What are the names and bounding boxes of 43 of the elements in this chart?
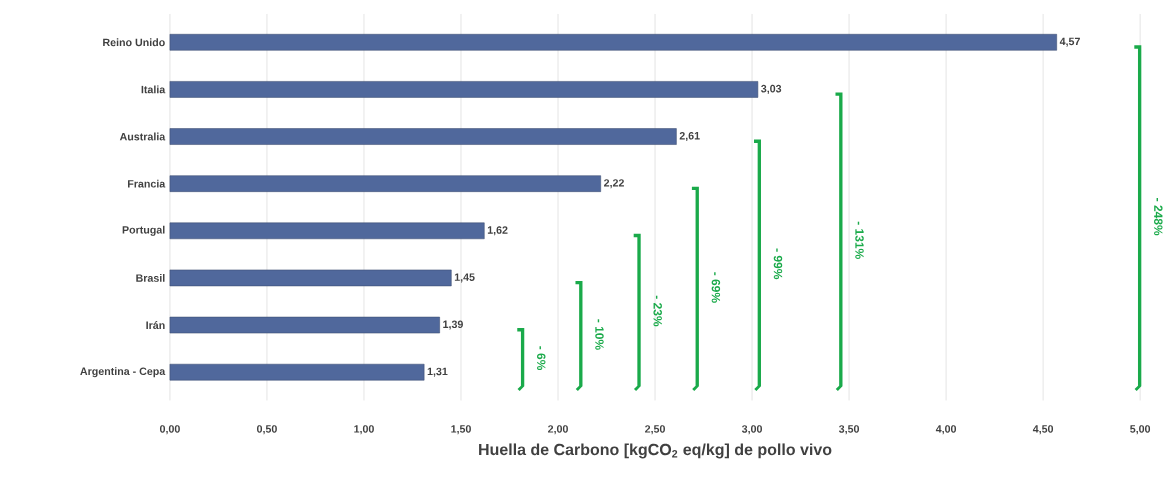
data-label: 1,62 — [487, 226, 508, 236]
y-tick-label: Australia — [119, 132, 166, 141]
data-label: 3,03 — [761, 84, 782, 95]
bar — [169, 34, 1057, 51]
text: - 248% — [1154, 198, 1163, 236]
y-tick-label: Brasil — [136, 274, 165, 282]
x-tick-label: 0,00 — [159, 425, 180, 435]
y-tick-label: Argentina - Cepa — [80, 367, 166, 378]
data-label: 1,45 — [454, 273, 475, 283]
bar — [169, 364, 425, 381]
y-tick-label: Portugal — [122, 225, 165, 236]
bar — [169, 222, 485, 240]
y-tick-label: Italia — [141, 85, 166, 94]
x-tick-label: 2,00 — [548, 425, 568, 435]
x-tick-label: 3,50 — [838, 425, 860, 435]
x-tick-label: 3,00 — [741, 425, 762, 435]
bar — [169, 81, 759, 98]
data-label: 2,22 — [604, 179, 624, 189]
x-axis-title: Huella de Carbono [kgCO$_{2}$ eq/kg] de pollo vivo — [479, 443, 832, 459]
annotation: - 131% — [855, 221, 864, 259]
bar — [169, 269, 452, 287]
data-label: 2,61 — [679, 132, 700, 142]
x-tick-label: 1,50 — [451, 425, 471, 435]
bar — [169, 175, 601, 193]
x-tick-label: 2,50 — [645, 425, 665, 435]
annotation: - 99% — [773, 248, 783, 280]
x-tick-label: 0,50 — [257, 425, 277, 435]
x-tick-label: 4,50 — [1032, 425, 1054, 435]
annotation: - 6% — [537, 346, 546, 371]
data-label: 1,31 — [427, 367, 448, 377]
bar — [169, 128, 677, 145]
annotation: - 10% — [595, 319, 604, 350]
y-tick-label: Irán — [146, 321, 165, 330]
annotation: - 23% — [653, 295, 662, 327]
x-tick-label: 5,00 — [1130, 425, 1151, 435]
data-label: 4,57 — [1059, 37, 1080, 47]
bar — [169, 316, 440, 334]
x-tick-label: 1,00 — [354, 425, 374, 435]
y-tick-label: Francia — [128, 179, 166, 188]
y-tick-label: Reino Unido — [103, 38, 165, 47]
data-label: 1,39 — [443, 320, 463, 330]
x-tick-label: 4,00 — [935, 425, 957, 435]
annotation: - 69% — [711, 272, 721, 303]
